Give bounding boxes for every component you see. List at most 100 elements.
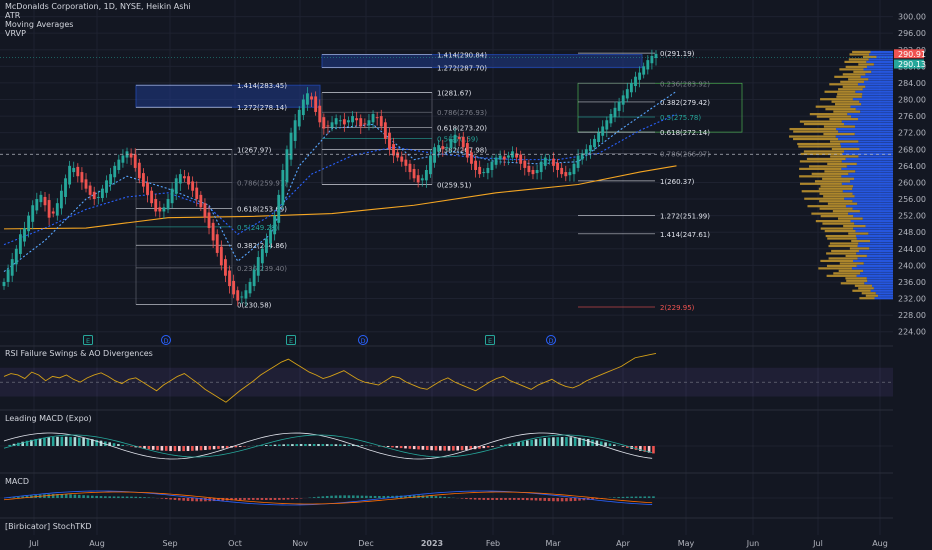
price-tick-label: 296.00 <box>898 29 926 38</box>
volume-profile-bar <box>857 202 893 205</box>
candle-body <box>207 212 211 229</box>
macd-histogram-bar <box>378 495 381 498</box>
fib-label: 1(267.97) <box>237 146 272 154</box>
macd-histogram-bar <box>595 498 599 499</box>
candle-body <box>334 118 338 125</box>
macd-histogram-bar <box>273 498 277 500</box>
volume-profile-bar <box>818 267 852 270</box>
volume-profile-bar <box>844 60 867 63</box>
macd-histogram-bar <box>86 495 90 498</box>
volume-profile-bar <box>819 207 853 210</box>
volume-profile-bar <box>789 127 837 131</box>
macd-histogram-bar <box>473 498 477 500</box>
fib-label: 1(281.67) <box>437 90 472 98</box>
price-tick-label: 268.00 <box>898 145 926 154</box>
volume-profile-bar <box>878 294 893 297</box>
macd-histogram-bar <box>269 498 272 500</box>
indicator-vrvp[interactable]: VRVP <box>5 29 26 38</box>
dividend-marker <box>161 335 171 345</box>
lmacd-histogram-bar <box>47 437 51 446</box>
candle-body <box>355 118 359 121</box>
stochtkd-panel-title[interactable]: [Birbicator] StochTKD <box>5 522 92 531</box>
volume-profile-bar <box>838 137 893 141</box>
candle-body <box>531 170 535 175</box>
candle-body <box>10 259 14 276</box>
volume-profile-bar <box>841 167 893 170</box>
lmacd-histogram-bar <box>169 446 172 452</box>
lmacd-histogram-bar <box>221 446 225 449</box>
lmacd-histogram-bar <box>212 446 216 450</box>
time-tick-label: Jun <box>746 539 760 548</box>
candle-body <box>137 162 141 179</box>
lmacd-histogram-bar <box>143 446 146 449</box>
lmacd-histogram-bar <box>643 446 647 452</box>
indicator-moving-averages[interactable]: Moving Averages <box>5 20 74 29</box>
volume-profile-bar <box>841 182 893 185</box>
candle-body <box>43 196 47 206</box>
time-axis[interactable]: Jul Aug Sep Oct Nov Dec 2023 Feb Mar Apr May Jun Jul… <box>0 535 932 550</box>
lmacd-histogram-bar <box>138 446 142 449</box>
candle-body <box>129 153 133 158</box>
volume-profile-bar <box>857 257 893 260</box>
rsi-panel-title[interactable]: RSI Failure Swings & AO Divergences <box>5 349 153 358</box>
macd-histogram-bar <box>278 498 281 500</box>
candle-body <box>260 248 264 264</box>
volume-profile-bar <box>864 282 893 285</box>
candle-body <box>424 170 428 181</box>
macd-histogram-bar <box>12 497 16 498</box>
macd-histogram-bar <box>178 498 181 501</box>
candle-body <box>244 290 248 299</box>
macd-histogram-bar <box>447 497 451 498</box>
candle-body <box>211 222 215 241</box>
macd-histogram-bar <box>652 496 655 498</box>
volume-profile-bar <box>823 125 855 128</box>
candle-body <box>64 178 67 197</box>
volume-profile-bar <box>820 259 854 263</box>
price-tick-label: 300.00 <box>898 13 926 22</box>
macd-histogram-bar <box>17 496 20 498</box>
price-tick-label: 284.00 <box>898 79 926 88</box>
volume-profile-bar <box>848 232 869 235</box>
indicator-atr[interactable]: ATR <box>5 11 21 20</box>
lmacd-histogram-bar <box>491 446 494 447</box>
price-axis[interactable]: 300.00296.00292.00288.00284.00280.00276.… <box>893 0 932 550</box>
candle-body <box>613 107 617 118</box>
candle-body <box>449 138 453 149</box>
price-tick-label: 272.00 <box>898 129 926 138</box>
candle-body <box>621 95 625 105</box>
candle-body <box>224 259 227 276</box>
macd-histogram-bar <box>164 498 168 500</box>
candle-body <box>601 126 605 136</box>
macd-histogram-bar <box>347 495 351 498</box>
macd-histogram-bar <box>508 498 512 500</box>
symbol-title[interactable]: McDonalds Corporation, 1D, NYSE, Heikin … <box>5 2 191 11</box>
lmacd-histogram-bar <box>539 438 542 446</box>
volume-profile-bar <box>843 224 866 228</box>
candle-body <box>617 101 621 111</box>
lmacd-histogram-bar <box>199 446 203 451</box>
macd-histogram-bar <box>60 494 64 498</box>
candle-body <box>281 170 285 206</box>
fib-box <box>577 82 743 133</box>
volume-profile-bar <box>858 249 893 253</box>
volume-profile-bar <box>844 122 893 126</box>
fib-label: 0(259.51) <box>437 181 472 189</box>
candle-body <box>625 89 629 99</box>
price-tick-label: 244.00 <box>898 245 926 254</box>
macd-histogram-bar <box>439 496 442 498</box>
volume-profile-bar <box>841 120 893 123</box>
leading-macd-panel-title[interactable]: Leading MACD (Expo) <box>5 414 92 423</box>
chart-legend[interactable]: McDonalds Corporation, 1D, NYSE, Heikin … <box>5 2 191 38</box>
fib-label: 0(230.58) <box>237 301 272 309</box>
candle-body <box>367 120 371 126</box>
volume-profile-bar <box>853 227 893 230</box>
candle-body <box>572 163 576 175</box>
fib-label: 0.5(270.59) <box>437 136 478 144</box>
volume-profile-bar <box>828 244 858 248</box>
candle-body <box>310 96 313 100</box>
macd-panel-title[interactable]: MACD <box>5 477 29 486</box>
candle-body <box>219 246 223 266</box>
macd-histogram-bar <box>573 498 577 501</box>
volume-profile-bar <box>835 135 893 138</box>
